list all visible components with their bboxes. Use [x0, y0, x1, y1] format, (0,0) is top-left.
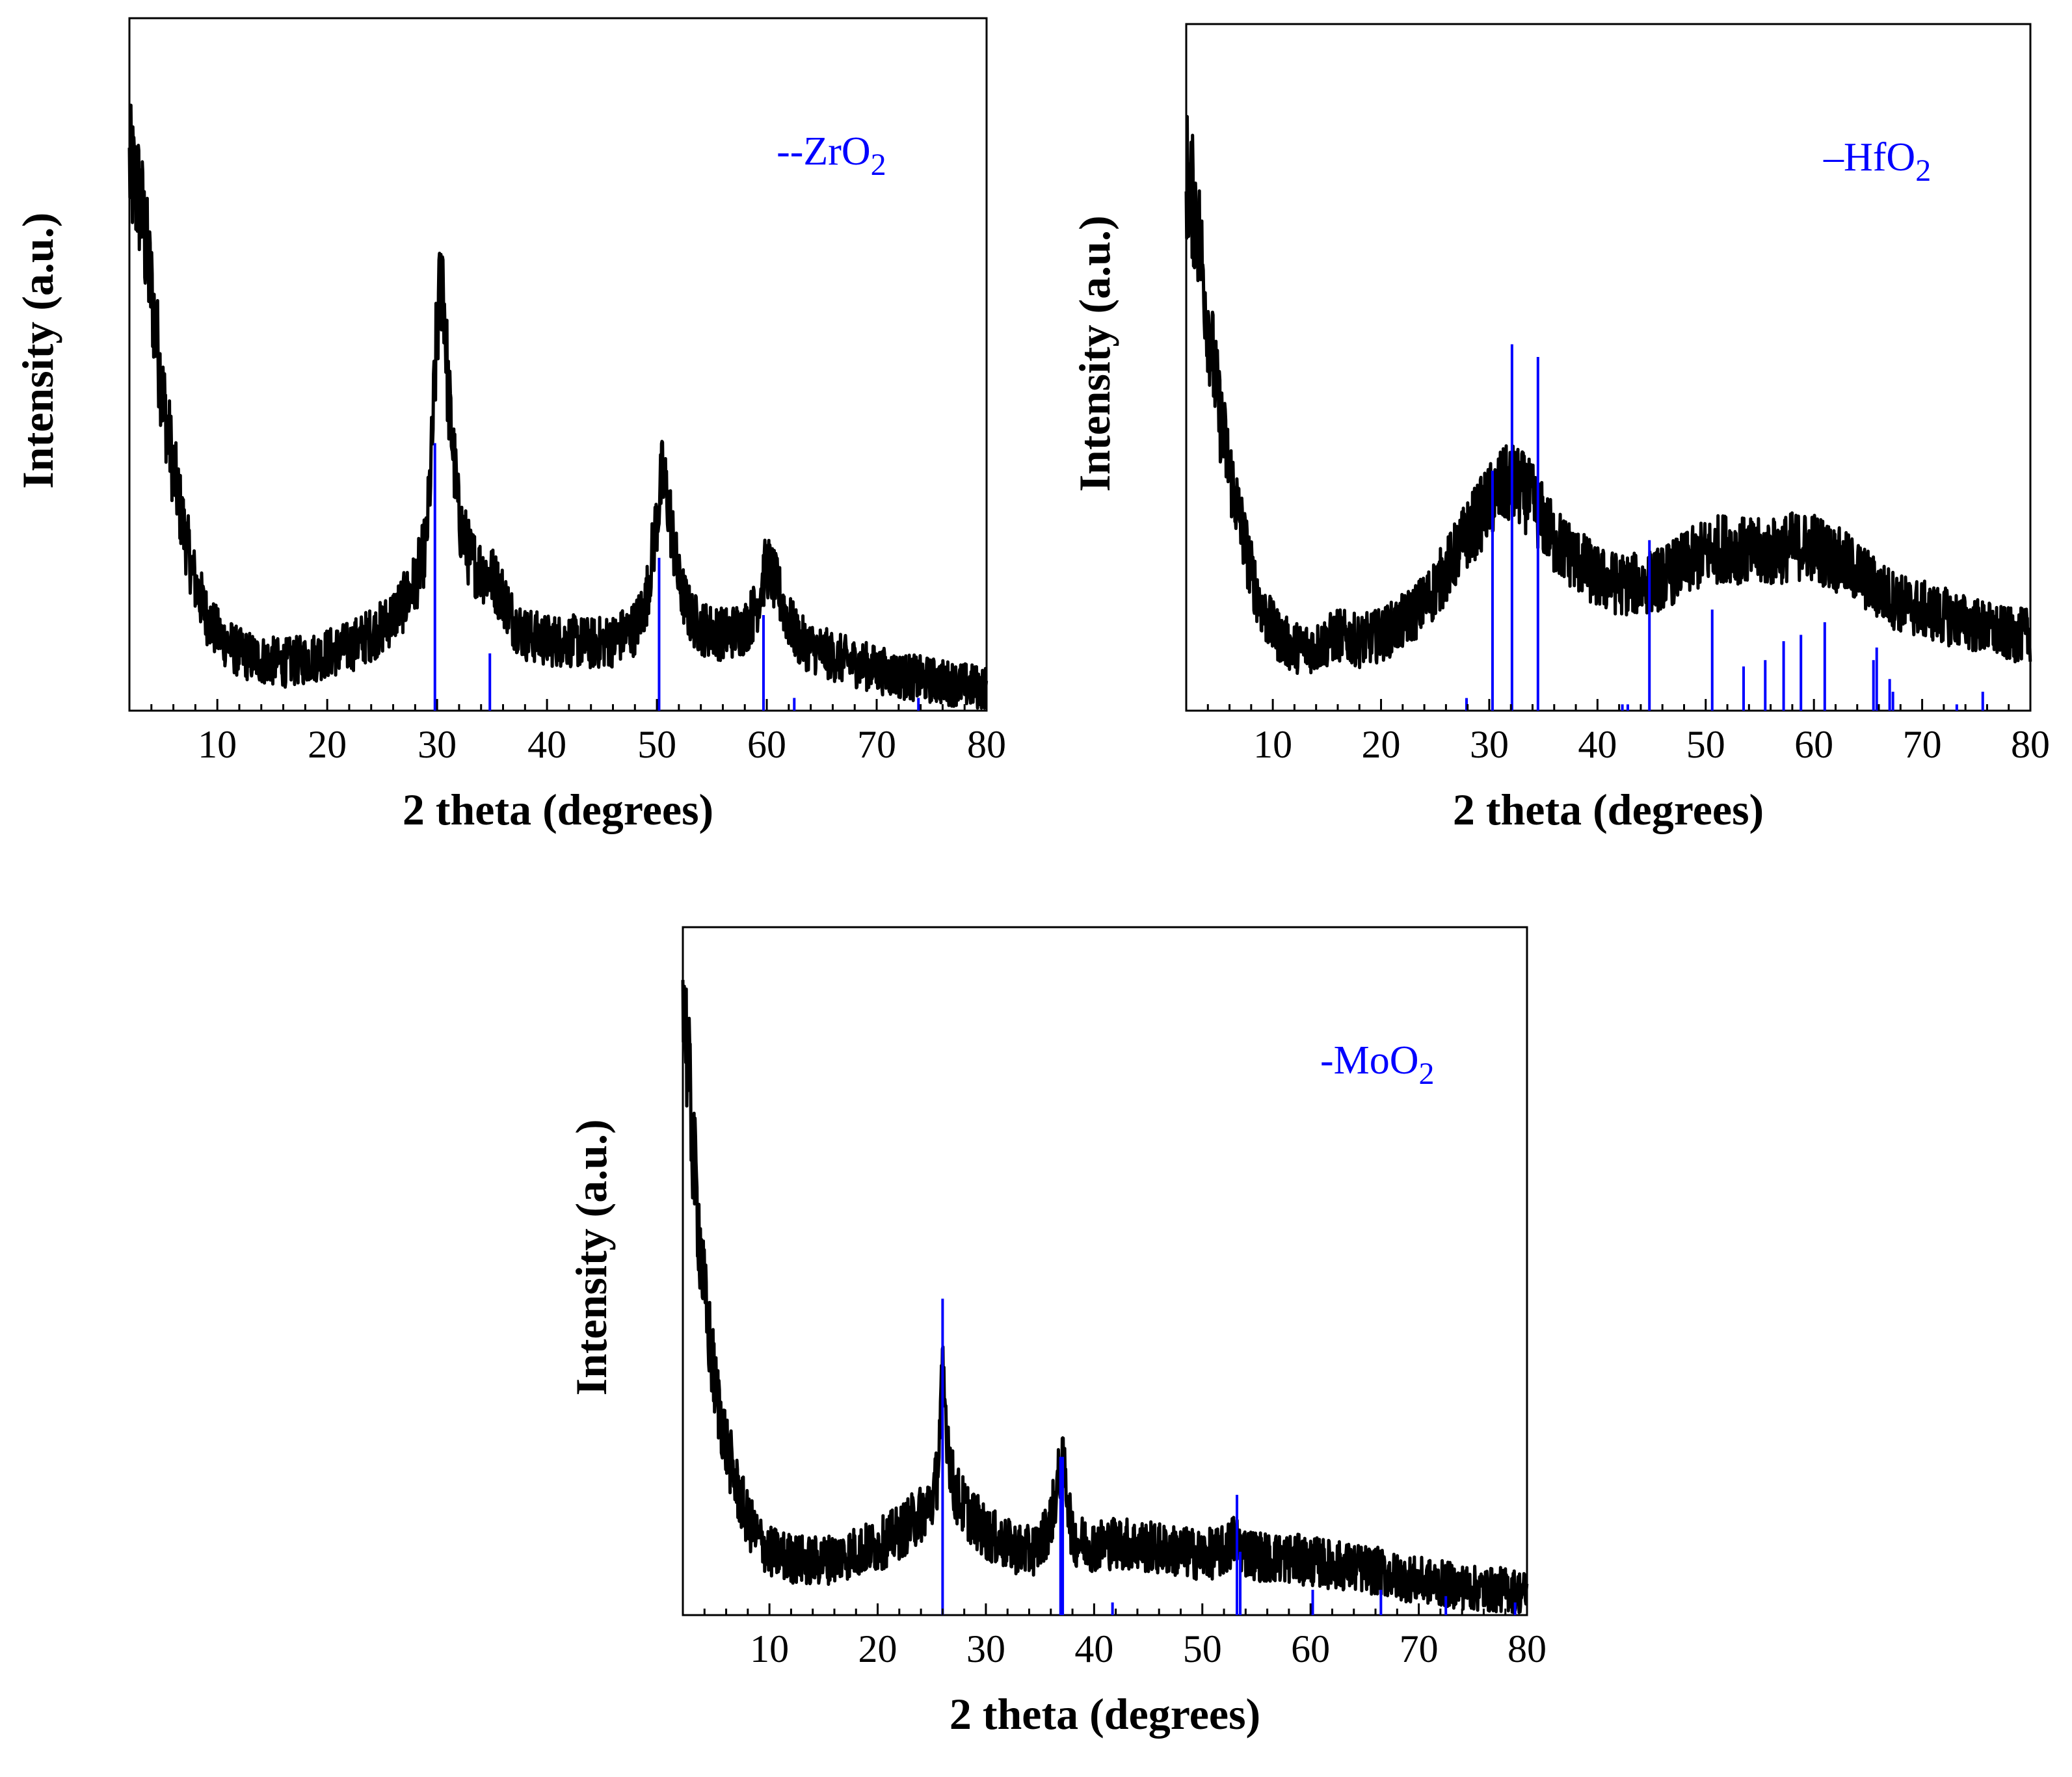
x-tick-label: 20	[858, 1627, 897, 1670]
x-tick-label: 80	[1508, 1627, 1547, 1670]
x-tick-label: 60	[1291, 1627, 1330, 1670]
legend-entry: –HfO2	[1823, 135, 1931, 188]
x-tick-label: 30	[966, 1627, 1005, 1670]
x-tick-label: 10	[1253, 723, 1292, 766]
legend-marker: --	[777, 129, 803, 174]
plot-frame	[1185, 23, 2032, 712]
x-tick-label: 60	[747, 723, 786, 766]
x-tick-label: 80	[2011, 723, 2050, 766]
x-tick-label: 10	[750, 1627, 789, 1670]
x-tick-label: 50	[1686, 723, 1725, 766]
legend-formula: ZrO	[803, 129, 870, 174]
legend-formula: HfO	[1844, 135, 1915, 179]
x-tick-label: 80	[967, 723, 1006, 766]
x-tick-label: 50	[637, 723, 676, 766]
legend-subscript: 2	[1915, 153, 1931, 188]
legend-subscript: 2	[871, 148, 886, 182]
x-tick-label: 70	[857, 723, 896, 766]
y-axis-title: Intensity (a.u.)	[13, 213, 62, 489]
chart-moo2: 10 20 30 40 50 60 70 80 2 theta (degrees) Intensi…	[566, 926, 1547, 1739]
x-tick-label: 40	[1074, 1627, 1113, 1670]
x-tick-label: 20	[308, 723, 347, 766]
legend-formula: MoO	[1334, 1038, 1419, 1083]
legend-marker: -	[1320, 1038, 1334, 1083]
x-tick-label: 10	[198, 723, 237, 766]
chart-hfo2: 10 20 30 40 50 60 70 80 2 theta (degrees) Intensi…	[1070, 23, 2050, 834]
legend-entry: --ZrO2	[777, 129, 886, 182]
x-tick-label: 40	[1578, 723, 1617, 766]
x-axis-title: 2 theta (degrees)	[1453, 785, 1764, 834]
plot-frame	[128, 17, 988, 712]
x-tick-label: 60	[1794, 723, 1833, 766]
x-tick-label: 70	[1400, 1627, 1439, 1670]
legend-marker: –	[1823, 135, 1844, 179]
x-axis-title: 2 theta (degrees)	[403, 785, 713, 834]
x-tick-label: 40	[527, 723, 566, 766]
legend-subscript: 2	[1419, 1057, 1435, 1091]
x-tick-label: 20	[1362, 723, 1401, 766]
x-tick-label: 70	[1903, 723, 1942, 766]
x-tick-label: 30	[1470, 723, 1509, 766]
series-measured-line	[681, 980, 1529, 1614]
chart-zro2: 10 20 30 40 50 60 70 80 2 theta (degrees) Intensi…	[13, 17, 1006, 834]
x-tick-label: 50	[1183, 1627, 1222, 1670]
x-axis-title: 2 theta (degrees)	[950, 1689, 1260, 1739]
series-measured-line	[1184, 114, 2032, 675]
legend-entry: -MoO2	[1320, 1038, 1435, 1091]
y-axis-title: Intensity (a.u.)	[1070, 215, 1119, 492]
x-tick-label: 30	[418, 723, 457, 766]
y-axis-title: Intensity (a.u.)	[566, 1119, 616, 1395]
plot-frame	[682, 926, 1528, 1616]
series-measured-line	[127, 103, 989, 710]
